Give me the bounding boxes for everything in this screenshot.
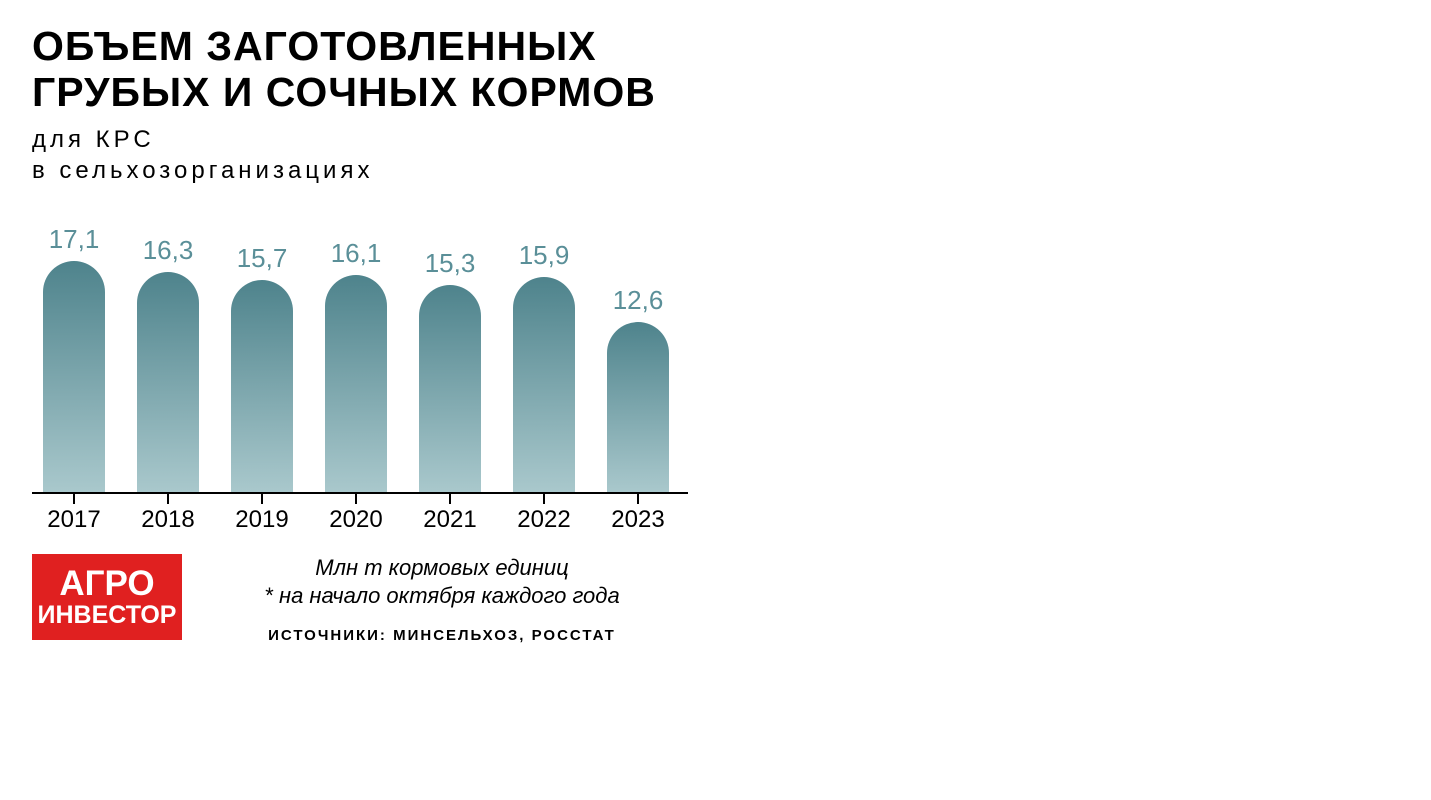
footer-text-block: Млн т кормовых единиц * на начало октябр… (196, 554, 688, 644)
bar-slot: 17,1 (38, 224, 110, 492)
bar-value-label: 16,1 (331, 238, 382, 269)
footer: АГРО ИНВЕСТОР Млн т кормовых единиц * на… (32, 554, 688, 644)
bar-slot: 15,3 (414, 248, 486, 492)
infographic-container: ОБЪЕМ ЗАГОТОВЛЕННЫХ ГРУБЫХ И СОЧНЫХ КОРМ… (0, 0, 720, 668)
bar-value-label: 15,9 (519, 240, 570, 271)
bar (419, 285, 481, 492)
x-axis-label: 2018 (141, 506, 194, 534)
footnote: * на начало октября каждого года (196, 582, 688, 610)
agroinvestor-logo: АГРО ИНВЕСТОР (32, 554, 182, 640)
subtitle-line-2: в сельхозорганизациях (32, 155, 688, 186)
bar (513, 277, 575, 492)
bar-slot: 12,6 (602, 285, 674, 492)
bars-row: 17,1 16,3 15,7 16,1 15,3 15,9 12,6 (32, 214, 688, 494)
bar (231, 280, 293, 492)
tick-slot: 2018 (132, 494, 204, 534)
x-axis-label: 2020 (329, 506, 382, 534)
units-label: Млн т кормовых единиц (196, 554, 688, 582)
tick-slot: 2023 (602, 494, 674, 534)
bar-value-label: 15,3 (425, 248, 476, 279)
bar-chart: 17,116,315,716,115,315,912,6 20172018201… (32, 214, 688, 534)
sources-label: ИСТОЧНИКИ: МИНСЕЛЬХОЗ, РОССТАТ (196, 627, 688, 644)
bar-value-label: 16,3 (143, 235, 194, 266)
tick-mark (73, 494, 75, 504)
subtitle-line-1: для КРС (32, 124, 688, 155)
tick-mark (449, 494, 451, 504)
tick-slot: 2019 (226, 494, 298, 534)
bar (325, 275, 387, 492)
bar-slot: 15,9 (508, 240, 580, 492)
chart-title: ОБЪЕМ ЗАГОТОВЛЕННЫХ ГРУБЫХ И СОЧНЫХ КОРМ… (32, 24, 688, 116)
tick-mark (637, 494, 639, 504)
tick-slot: 2022 (508, 494, 580, 534)
x-axis-label: 2021 (423, 506, 476, 534)
x-axis-label: 2017 (47, 506, 100, 534)
tick-slot: 2021 (414, 494, 486, 534)
bar (43, 261, 105, 492)
x-axis-label: 2022 (517, 506, 570, 534)
bar-value-label: 12,6 (613, 285, 664, 316)
tick-mark (355, 494, 357, 504)
tick-slot: 2017 (38, 494, 110, 534)
bar (607, 322, 669, 492)
bar-slot: 15,7 (226, 243, 298, 492)
x-axis-label: 2023 (611, 506, 664, 534)
x-axis-label: 2019 (235, 506, 288, 534)
tick-mark (167, 494, 169, 504)
bar-value-label: 17,1 (49, 224, 100, 255)
tick-mark (543, 494, 545, 504)
bar-value-label: 15,7 (237, 243, 288, 274)
logo-top-text: АГРО (59, 566, 154, 601)
tick-slot: 2020 (320, 494, 392, 534)
logo-bottom-text: ИНВЕСТОР (38, 603, 177, 628)
bar-slot: 16,1 (320, 238, 392, 492)
bar (137, 272, 199, 492)
x-axis-ticks: 2017 2018 2019 2020 2021 2022 2023 (32, 494, 688, 534)
tick-mark (261, 494, 263, 504)
bar-slot: 16,3 (132, 235, 204, 492)
chart-subtitle: для КРС в сельхозорганизациях (32, 124, 688, 186)
